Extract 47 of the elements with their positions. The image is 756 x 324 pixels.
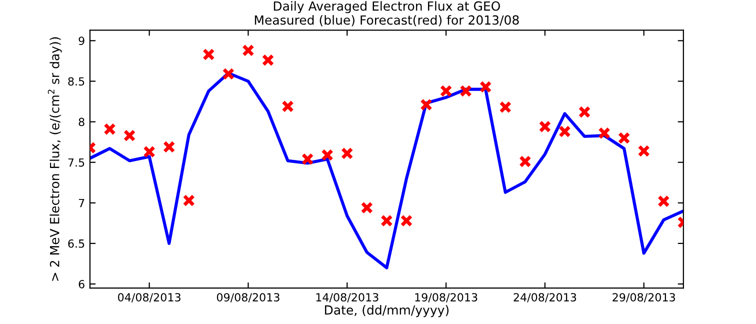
point	[538, 120, 552, 133]
y-tick-label: 9	[78, 36, 84, 46]
y-axis-title: > 2 MeV Electron Flux, (e/(cm$^{2}$ sr day))	[48, 37, 62, 281]
y-tick-label: 8	[78, 118, 84, 126]
point	[262, 54, 274, 66]
point	[341, 147, 354, 160]
point	[519, 155, 532, 168]
line-series	[90, 72, 684, 270]
point	[499, 101, 512, 114]
y-tick-label: 8.5	[68, 77, 84, 86]
point	[460, 84, 472, 98]
point	[618, 132, 630, 144]
point	[638, 144, 650, 158]
point	[104, 122, 116, 136]
point	[658, 195, 670, 208]
x-tick-label: 09/08/2013	[216, 293, 280, 302]
point	[301, 152, 314, 166]
point	[182, 194, 195, 207]
y-tick-label: 7	[78, 199, 84, 208]
point	[400, 214, 413, 227]
point	[598, 127, 610, 140]
point	[143, 146, 156, 158]
x-tick-label: 29/08/2013	[612, 293, 675, 302]
x-tick-label: 19/08/2013	[415, 293, 478, 302]
x-axis-title: Date, (dd/mm/yyyy)	[325, 305, 449, 318]
point	[321, 148, 334, 162]
x-tick-label: 24/08/2013	[514, 293, 576, 302]
point	[420, 98, 432, 111]
x-tick-label: 04/08/2013	[118, 293, 180, 302]
chart-subtitle: Measured (blue) Forecast(red) for 2013/08	[254, 15, 519, 26]
point	[202, 48, 215, 61]
y-tick-label: 6	[78, 280, 84, 288]
point	[558, 125, 571, 138]
point	[578, 106, 591, 118]
y-tick-label: 7.5	[68, 158, 84, 167]
chart-title: Daily Averaged Electron Flux at GEO	[274, 1, 500, 14]
point	[123, 129, 136, 142]
point	[282, 100, 294, 112]
y-tick-label: 6.5	[68, 239, 84, 248]
point	[360, 202, 374, 214]
point	[479, 80, 492, 94]
point	[380, 214, 393, 227]
point	[440, 84, 452, 98]
point	[242, 44, 254, 57]
point	[222, 68, 235, 80]
point	[162, 140, 176, 154]
x-tick-label: 14/08/2013	[316, 293, 378, 302]
